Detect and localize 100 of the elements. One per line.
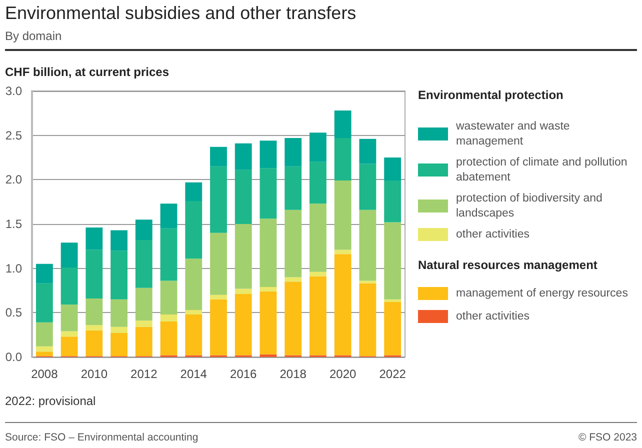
x-tick-label: 2018 (280, 367, 307, 381)
bar (160, 228, 178, 281)
bar (185, 200, 202, 259)
x-tick-label: 2010 (80, 367, 108, 381)
bar (359, 283, 376, 356)
bar (210, 232, 227, 295)
bar (334, 250, 352, 254)
x-tick-label: 2014 (180, 367, 208, 381)
bar (234, 294, 252, 356)
bar (86, 330, 103, 356)
x-tick-label: 2016 (230, 367, 258, 381)
bar (334, 138, 352, 181)
bar (359, 138, 376, 164)
text: Environmental protection (418, 88, 564, 102)
chart-subtitle: By domain (5, 29, 62, 43)
bar (86, 298, 103, 326)
x-tick-label: 2008 (31, 367, 58, 381)
bar (260, 218, 277, 287)
bar (185, 258, 202, 310)
bar (160, 314, 178, 322)
bar (86, 325, 103, 330)
bar (310, 132, 326, 162)
bar (359, 210, 376, 281)
bar (135, 320, 152, 327)
y-tick-label: 0.0 (5, 350, 22, 364)
legend-label: management of energy resources (456, 288, 628, 300)
bar (260, 354, 277, 357)
bar (185, 182, 202, 201)
bar (210, 299, 227, 356)
bar (334, 110, 352, 138)
bar (110, 230, 128, 251)
y-tick-label: 2.0 (5, 172, 22, 187)
bar (110, 250, 128, 300)
bar (284, 210, 302, 278)
bar (284, 282, 302, 356)
bar (160, 204, 178, 228)
bar (185, 314, 202, 356)
bar (60, 331, 78, 337)
bar (60, 267, 78, 305)
bar (260, 168, 277, 219)
bar (60, 304, 78, 332)
chart-title: Environmental subsidies and other transfers (5, 3, 356, 23)
bar (110, 333, 128, 356)
legend-label: wastewater and waste management (455, 120, 573, 148)
bar (284, 277, 302, 282)
text: Natural resources management (418, 258, 598, 272)
text: 2022: provisional (5, 394, 96, 408)
y-tick-label: 0.5 (5, 306, 22, 320)
text: © FSO 2023 (578, 432, 638, 444)
bar (334, 254, 352, 356)
bar (86, 250, 103, 298)
x-tick-label: 2012 (130, 367, 158, 381)
legend-label: protection of biodiversity and landscapes (456, 192, 606, 220)
bar (284, 138, 302, 166)
y-tick-label: 1.5 (5, 217, 22, 231)
legend-label: other activities (456, 310, 530, 322)
bar (384, 302, 402, 356)
bar (36, 283, 53, 322)
bar (185, 310, 202, 314)
y-tick-label: 1.0 (5, 261, 22, 276)
bar (110, 326, 128, 334)
bar (36, 322, 53, 346)
bar (86, 228, 103, 250)
bar (310, 162, 326, 204)
bar (310, 276, 326, 356)
bar (210, 146, 227, 166)
bar (135, 220, 152, 240)
bar (36, 352, 53, 356)
bar (36, 346, 53, 352)
bar (334, 180, 352, 250)
bar (36, 264, 53, 284)
bar (384, 299, 402, 302)
bar (359, 280, 376, 284)
bar (260, 291, 277, 354)
bar (359, 164, 376, 210)
bar (60, 242, 78, 268)
bar (160, 322, 178, 356)
bar (260, 286, 277, 292)
legend-label: protection of climate and pollution abatement (456, 156, 631, 184)
bar (310, 204, 326, 272)
bar (234, 224, 252, 289)
x-tick-label: 2020 (329, 367, 357, 381)
bar (135, 326, 152, 356)
bar (210, 166, 227, 233)
bar (135, 288, 152, 321)
bar (135, 240, 152, 288)
bar (234, 143, 252, 170)
bar (110, 299, 128, 327)
bar (384, 158, 402, 181)
bar (284, 166, 302, 210)
y-axis-title: CHF billion, at current prices (5, 65, 170, 79)
bar (60, 336, 78, 356)
bar (310, 272, 326, 276)
bar (384, 180, 402, 222)
y-tick-label: 2.5 (5, 128, 22, 142)
x-tick-label: 2022 (379, 367, 406, 381)
y-tick-label: 3.0 (5, 84, 22, 98)
bar (384, 222, 402, 300)
legend-label: other activities (456, 228, 530, 240)
bar (160, 280, 178, 314)
